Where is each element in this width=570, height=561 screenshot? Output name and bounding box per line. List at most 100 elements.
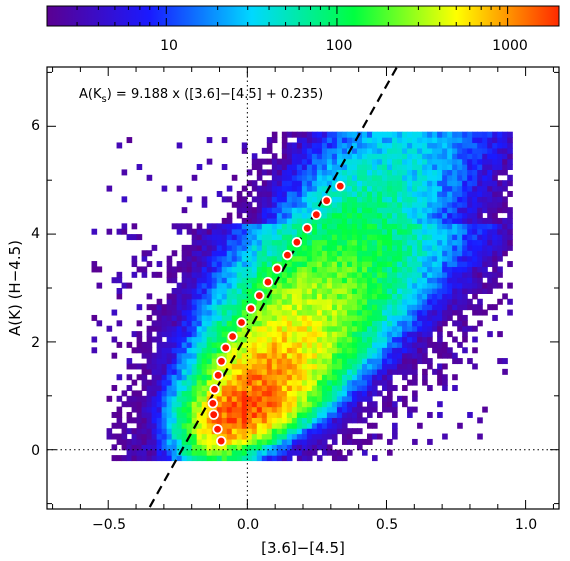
heatmap-cell	[372, 277, 378, 284]
heatmap-cell	[502, 164, 508, 171]
heatmap-cell	[171, 314, 178, 321]
heatmap-cell	[356, 314, 363, 321]
heatmap-cell	[191, 444, 198, 451]
heatmap-cell	[261, 438, 268, 445]
heatmap-cell	[226, 433, 233, 440]
heatmap-cell	[246, 455, 253, 462]
heatmap-cell	[271, 153, 278, 160]
heatmap-cell	[457, 304, 463, 311]
heatmap-cell	[266, 336, 273, 343]
heatmap-cell	[146, 325, 153, 332]
heatmap-cell	[432, 320, 438, 327]
heatmap-cell	[326, 244, 333, 251]
heatmap-cell	[261, 244, 268, 251]
heatmap-cell	[432, 255, 438, 262]
heatmap-cell	[462, 137, 468, 144]
heatmap-cell	[346, 363, 353, 370]
heatmap-cell	[226, 277, 233, 284]
heatmap-cell	[341, 320, 348, 327]
heatmap-cell	[397, 288, 403, 294]
heatmap-cell	[356, 234, 363, 241]
heatmap-cell	[161, 363, 168, 370]
heatmap-cell	[206, 325, 213, 332]
heatmap-cell	[346, 304, 353, 311]
heatmap-cell	[397, 282, 403, 289]
heatmap-cell	[427, 142, 433, 149]
heatmap-cell	[296, 293, 303, 300]
heatmap-cell	[351, 304, 358, 311]
heatmap-cell	[286, 169, 293, 176]
heatmap-cell	[442, 293, 448, 300]
heatmap-cell	[201, 293, 208, 300]
heatmap-cell	[311, 438, 318, 445]
heatmap-cell	[311, 358, 318, 365]
heatmap-cell	[226, 185, 233, 192]
heatmap-cell	[492, 147, 498, 154]
heatmap-cell	[221, 390, 228, 397]
heatmap-cell	[281, 185, 288, 192]
heatmap-cell	[211, 255, 218, 262]
heatmap-cell	[351, 401, 358, 408]
heatmap-cell	[256, 320, 263, 327]
heatmap-cell	[186, 255, 193, 262]
heatmap-cell	[487, 164, 493, 171]
heatmap-cell	[226, 223, 233, 230]
heatmap-cell	[462, 131, 468, 138]
heatmap-cell	[417, 217, 423, 224]
heatmap-cell	[472, 336, 478, 343]
heatmap-cell	[306, 401, 313, 408]
heatmap-cell	[116, 438, 123, 445]
heatmap-cell	[442, 169, 448, 176]
heatmap-cell	[336, 352, 343, 359]
heatmap-cell	[472, 158, 478, 165]
heatmap-cell	[477, 234, 483, 241]
heatmap-cell	[346, 201, 353, 208]
heatmap-cell	[331, 401, 338, 408]
heatmap-cell	[146, 411, 153, 418]
heatmap-cell	[392, 169, 398, 176]
heatmap-cell	[216, 320, 223, 327]
heatmap-cell	[382, 158, 388, 165]
heatmap-cell	[372, 406, 378, 413]
heatmap-cell	[126, 341, 133, 348]
heatmap-cell	[281, 169, 288, 176]
heatmap-cell	[331, 158, 338, 165]
heatmap-cell	[326, 250, 333, 257]
heatmap-cell	[321, 190, 328, 197]
heatmap-cell	[467, 190, 473, 197]
heatmap-cell	[367, 239, 373, 246]
heatmap-cell	[397, 341, 403, 348]
heatmap-cell	[226, 363, 233, 370]
heatmap-cell	[417, 314, 423, 321]
heatmap-cell	[367, 228, 373, 235]
heatmap-cell	[427, 153, 433, 160]
heatmap-cell	[397, 142, 403, 149]
heatmap-cell	[442, 239, 448, 246]
heatmap-cell	[231, 304, 238, 311]
heatmap-cell	[301, 336, 308, 343]
heatmap-cell	[321, 411, 328, 418]
heatmap-cell	[372, 293, 378, 300]
heatmap-cell	[236, 347, 243, 354]
heatmap-cell	[351, 363, 358, 370]
heatmap-cell	[191, 374, 198, 381]
heatmap-cell	[131, 433, 138, 440]
heatmap-cell	[462, 266, 468, 273]
y-tick-label-2: 2	[31, 335, 40, 351]
heatmap-cell	[281, 217, 288, 224]
heatmap-cell	[447, 137, 453, 144]
heatmap-cell	[372, 455, 378, 462]
heatmap-cell	[141, 438, 148, 445]
heatmap-cell	[221, 234, 228, 241]
heatmap-cell	[256, 455, 263, 462]
heatmap-cell	[447, 331, 453, 338]
heatmap-cell	[286, 433, 293, 440]
heatmap-cell	[417, 190, 423, 197]
heatmap-cell	[387, 271, 393, 278]
fit-equation-subscript: s	[102, 94, 107, 105]
heatmap-cell	[422, 325, 428, 332]
median-point	[208, 409, 219, 420]
heatmap-cell	[356, 406, 363, 413]
heatmap-cell	[407, 298, 413, 305]
heatmap-cell	[462, 261, 468, 268]
